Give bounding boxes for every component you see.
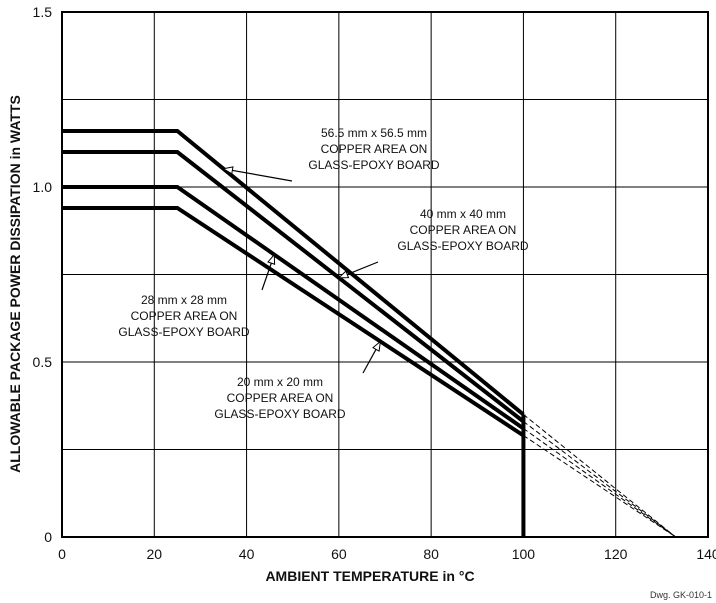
series-line <box>62 206 525 438</box>
plot-frame <box>61 11 709 538</box>
annotation-line: 20 mm x 20 mm <box>237 375 323 389</box>
x-tick-label: 140 <box>696 546 716 562</box>
leader-line <box>223 168 293 182</box>
series-line <box>62 150 525 424</box>
x-tick-label: 0 <box>58 546 66 562</box>
annotation-line: COPPER AREA ON <box>410 223 517 237</box>
annotation-line: GLASS-EPOXY BOARD <box>397 239 528 253</box>
annotation-line: 40 mm x 40 mm <box>420 207 506 221</box>
x-tick-label: 100 <box>512 546 536 562</box>
y-tick-label: 0 <box>44 529 52 545</box>
x-tick-label: 40 <box>239 546 255 562</box>
annotation-line: 28 mm x 28 mm <box>141 293 227 307</box>
drawing-number: Dwg. GK-010-1 <box>650 590 712 600</box>
series-extrapolation <box>523 414 677 538</box>
annotation-line: COPPER AREA ON <box>321 142 428 156</box>
grid <box>62 12 708 537</box>
arrow-head <box>337 270 350 279</box>
arrow-head <box>222 166 234 175</box>
x-tick-label: 20 <box>146 546 162 562</box>
x-tick-labels: 0 20 40 60 80 100 120 140 <box>58 546 716 562</box>
x-tick-label: 80 <box>423 546 439 562</box>
series-extrapolation <box>523 428 676 538</box>
y-tick-labels: 0 0.5 1.0 1.5 <box>33 4 53 545</box>
x-tick-label: 60 <box>331 546 347 562</box>
series-lines <box>62 129 677 538</box>
annotation-label: 20 mm x 20 mm COPPER AREA ON GLASS-EPOXY B… <box>214 340 382 421</box>
y-tick-label: 1.0 <box>33 179 53 195</box>
series-line <box>62 185 525 431</box>
annotation-label: 40 mm x 40 mm COPPER AREA ON GLASS-EPOXY B… <box>337 207 529 279</box>
y-tick-label: 1.5 <box>33 4 53 20</box>
x-tick-label: 120 <box>604 546 628 562</box>
annotation-line: COPPER AREA ON <box>227 391 334 405</box>
annotation-line: GLASS-EPOXY BOARD <box>308 158 439 172</box>
arrow-head <box>372 340 382 352</box>
series-extrapolation <box>523 421 677 538</box>
annotation-label: 56.5 mm x 56.5 mm COPPER AREA ON GLASS-EPO… <box>222 126 440 182</box>
annotation-label: 28 mm x 28 mm COPPER AREA ON GLASS-EPOXY B… <box>118 253 276 339</box>
annotation-line: COPPER AREA ON <box>131 309 238 323</box>
annotations: 56.5 mm x 56.5 mm COPPER AREA ON GLASS-EPO… <box>118 126 528 421</box>
annotation-line: GLASS-EPOXY BOARD <box>214 407 345 421</box>
x-axis-title: AMBIENT TEMPERATURE in °C <box>265 568 474 584</box>
series-extrapolation <box>523 435 676 538</box>
y-axis-title: ALLOWABLE PACKAGE POWER DISSIPATION in W… <box>7 95 23 473</box>
arrow-head <box>267 253 276 265</box>
series-line <box>62 129 525 417</box>
annotation-line: GLASS-EPOXY BOARD <box>118 325 249 339</box>
y-tick-label: 0.5 <box>33 354 53 370</box>
annotation-line: 56.5 mm x 56.5 mm <box>321 126 427 140</box>
